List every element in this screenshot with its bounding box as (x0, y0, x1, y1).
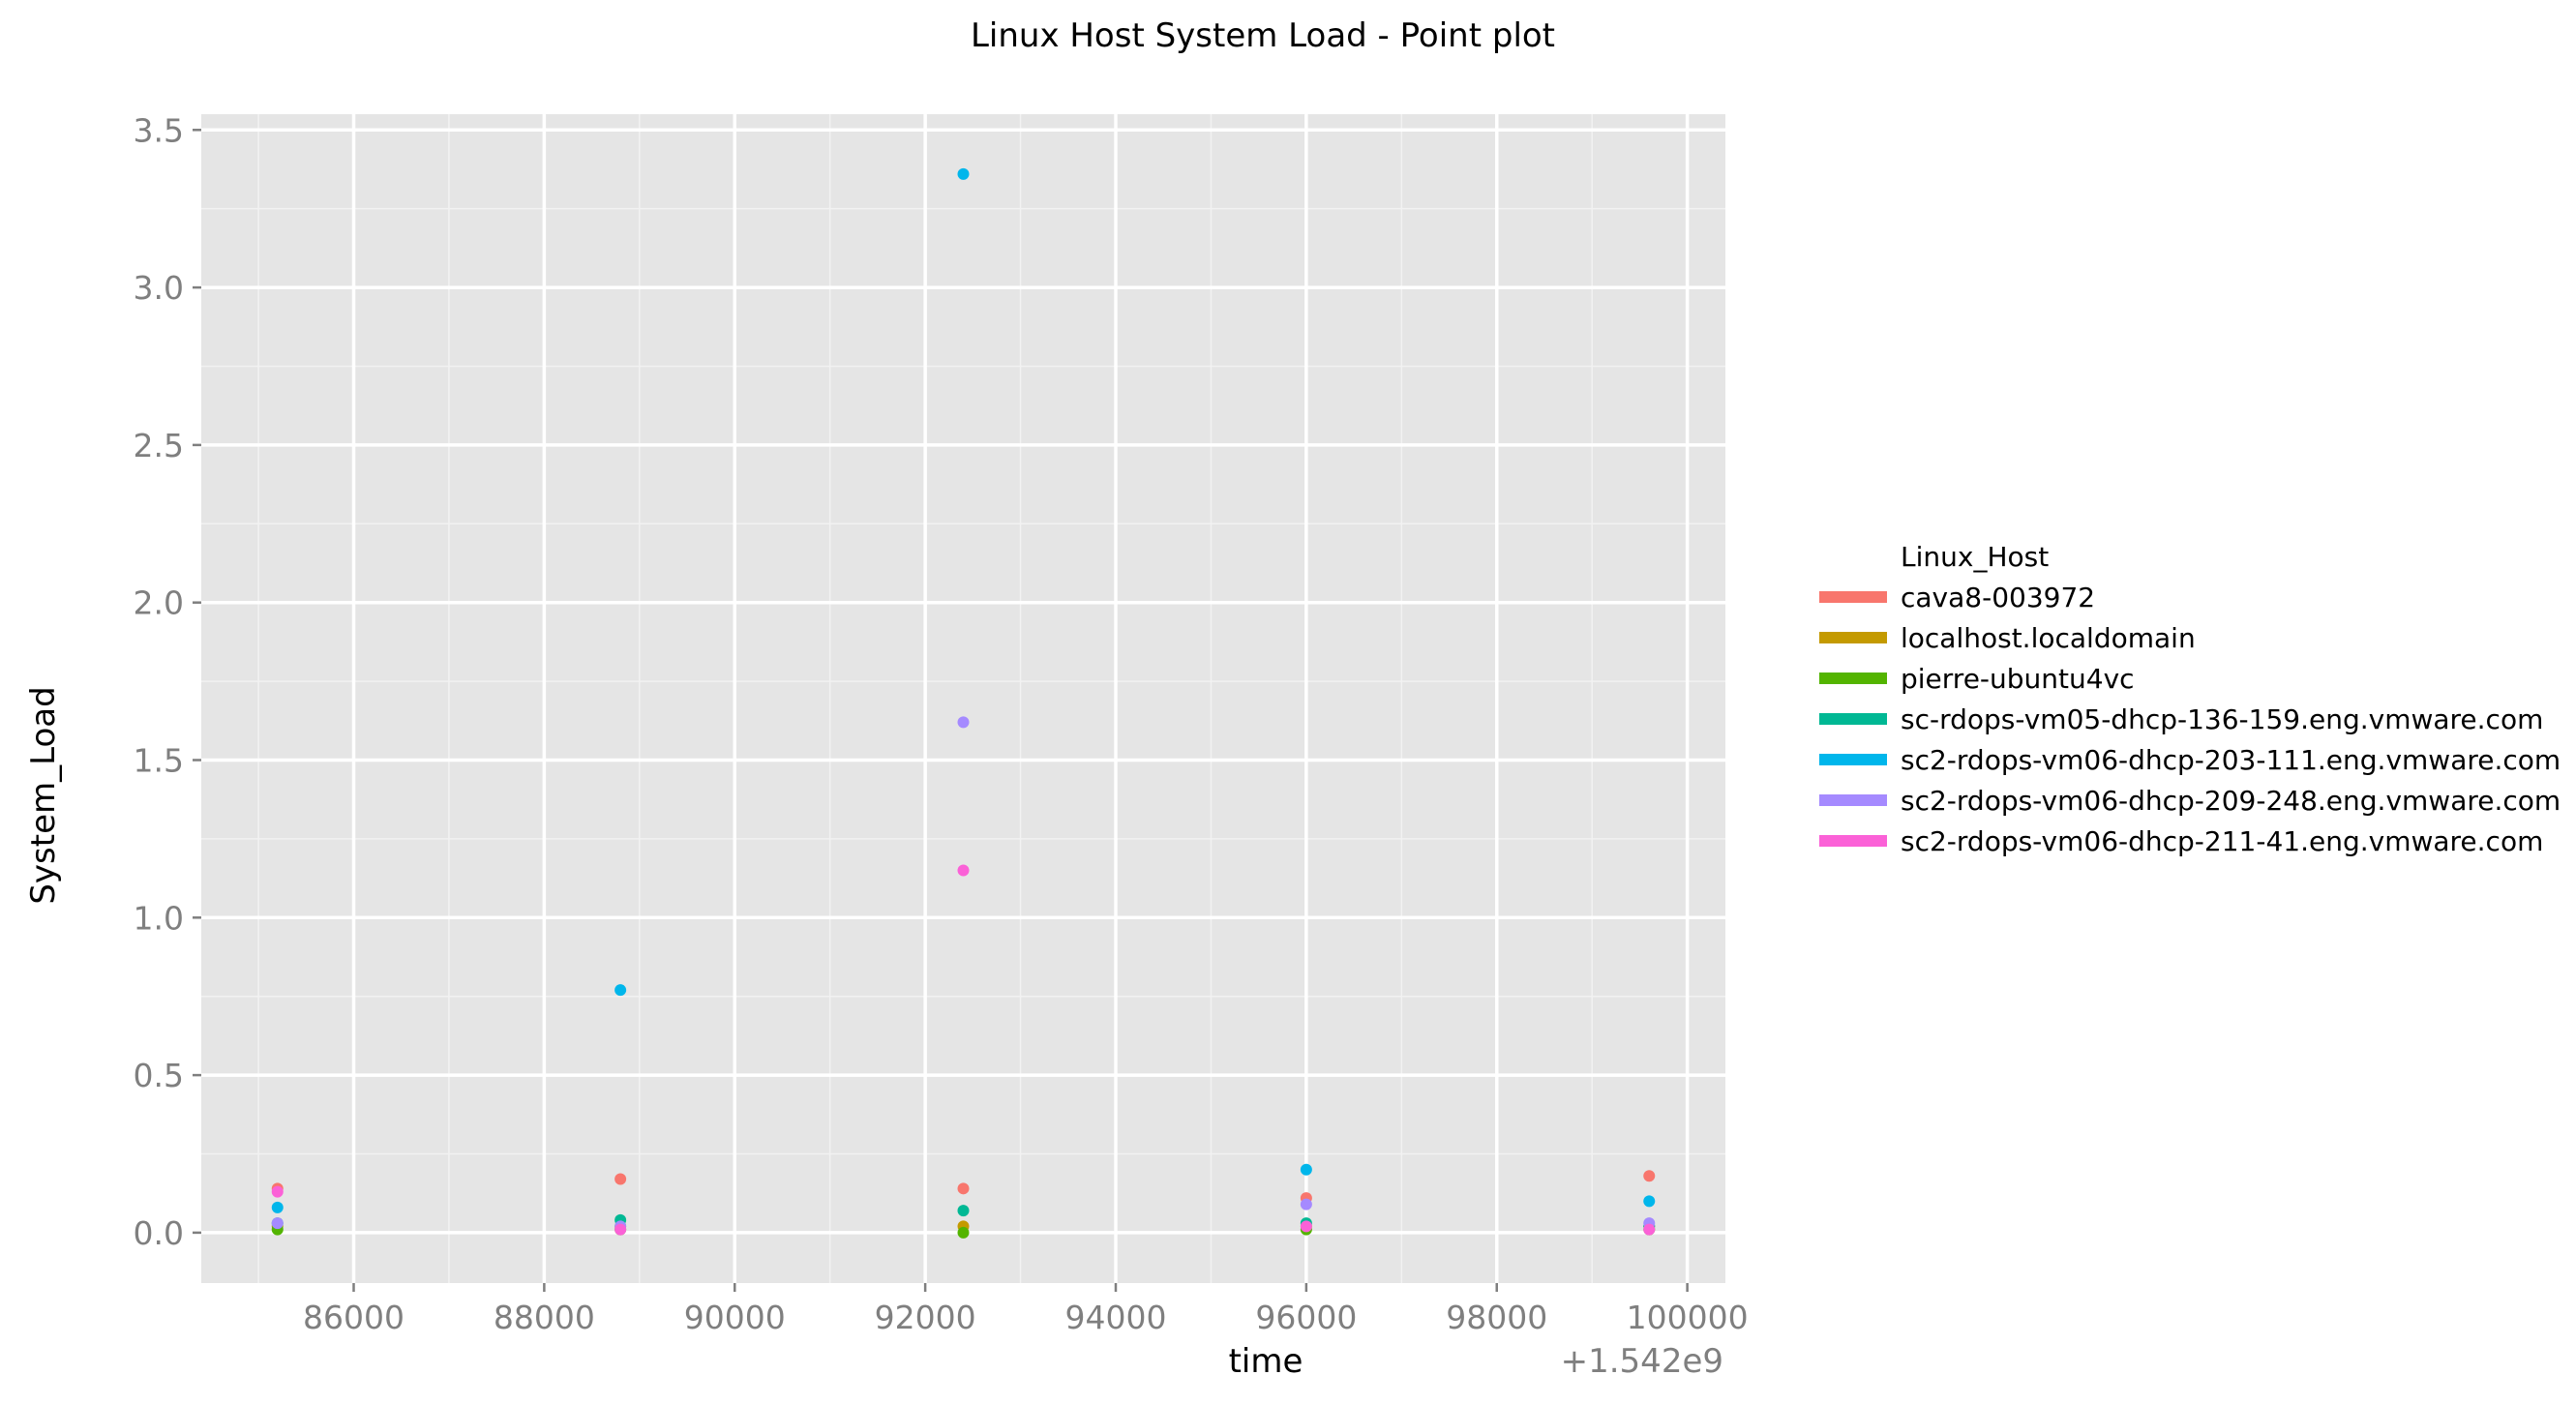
y-tick-label: 0.5 (134, 1057, 184, 1094)
legend-label: sc2-rdops-vm06-dhcp-211-41.eng.vmware.co… (1901, 825, 2543, 857)
x-tick-label: 94000 (1065, 1299, 1167, 1336)
axis-ticks (193, 129, 1689, 1292)
legend: Linux_Host cava8-003972 localhost.localdo… (1819, 541, 2561, 857)
x-tick-label: 96000 (1255, 1299, 1357, 1336)
legend-swatch (1819, 835, 1887, 847)
x-tick-label: 90000 (684, 1299, 786, 1336)
legend-swatch (1819, 713, 1887, 725)
data-point-series-4 (1643, 1195, 1656, 1208)
data-point-series-0 (614, 1173, 627, 1185)
chart-title: Linux Host System Load - Point plot (971, 16, 1555, 55)
legend-swatch (1819, 754, 1887, 765)
legend-swatch (1819, 673, 1887, 684)
data-point-series-5 (1300, 1198, 1312, 1211)
legend-label: sc-rdops-vm05-dhcp-136-159.eng.vmware.co… (1901, 703, 2543, 735)
y-tick-label: 3.5 (134, 111, 184, 149)
data-point-series-0 (957, 1182, 970, 1195)
data-point-series-4 (271, 1201, 284, 1213)
legend-swatch (1819, 591, 1887, 603)
data-point-series-4 (957, 167, 970, 180)
x-tick-label: 100000 (1627, 1299, 1749, 1336)
data-point-series-3 (957, 1205, 970, 1217)
data-point-series-6 (1643, 1223, 1656, 1236)
grid-minor (201, 114, 1725, 1283)
data-point-series-6 (271, 1185, 284, 1198)
y-tick-label: 2.0 (134, 584, 184, 622)
data-point-series-2 (957, 1226, 970, 1239)
data-point-series-6 (1300, 1220, 1312, 1233)
y-tick-labels: 0.0 0.5 1.0 1.5 2.0 2.5 3.0 3.5 (134, 111, 184, 1252)
y-axis-label: System_Load (24, 686, 63, 904)
legend-label: sc2-rdops-vm06-dhcp-203-111.eng.vmware.c… (1901, 744, 2561, 776)
x-tick-labels: 86000 88000 90000 92000 94000 96000 98000 10000… (303, 1299, 1749, 1336)
legend-label: pierre-ubuntu4vc (1901, 663, 2135, 695)
x-axis-label: time (1229, 1342, 1303, 1381)
data-point-series-5 (271, 1217, 284, 1230)
legend-swatch (1819, 794, 1887, 806)
y-tick-label: 0.0 (134, 1214, 184, 1252)
x-tick-label: 98000 (1446, 1299, 1547, 1336)
y-tick-label: 3.0 (134, 269, 184, 307)
x-tick-label: 92000 (875, 1299, 976, 1336)
legend-label: localhost.localdomain (1901, 622, 2196, 654)
data-points (271, 167, 1656, 1239)
legend-swatch (1819, 632, 1887, 643)
data-point-series-6 (957, 864, 970, 877)
legend-label: cava8-003972 (1901, 582, 2095, 613)
y-tick-label: 1.5 (134, 741, 184, 779)
legend-title: Linux_Host (1901, 541, 2049, 573)
plot-panel (201, 114, 1725, 1283)
x-tick-label: 86000 (303, 1299, 404, 1336)
y-tick-label: 2.5 (134, 427, 184, 464)
data-point-series-0 (1643, 1170, 1656, 1182)
x-axis-offset-label: +1.542e9 (1561, 1342, 1723, 1381)
data-point-series-4 (1300, 1163, 1312, 1176)
data-point-series-6 (614, 1223, 627, 1236)
grid-major (201, 114, 1725, 1283)
y-tick-label: 1.0 (134, 899, 184, 937)
data-point-series-4 (614, 984, 627, 997)
data-point-series-5 (957, 716, 970, 729)
x-tick-label: 88000 (494, 1299, 595, 1336)
legend-label: sc2-rdops-vm06-dhcp-209-248.eng.vmware.c… (1901, 785, 2561, 817)
